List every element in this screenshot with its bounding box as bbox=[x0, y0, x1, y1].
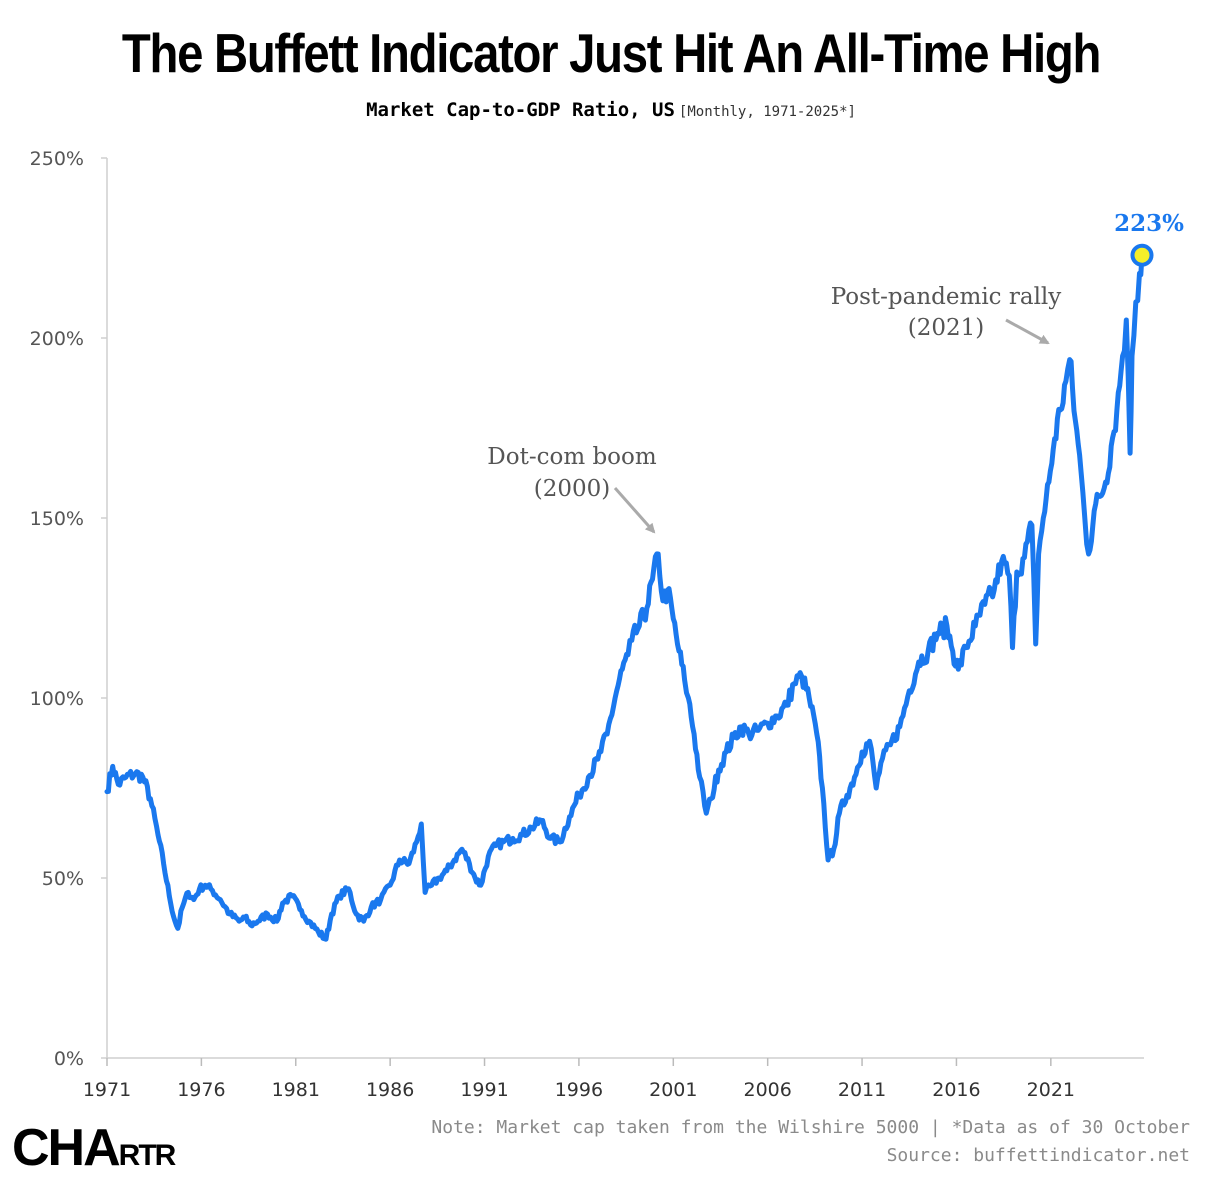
annotation-year: (2021) bbox=[908, 315, 984, 341]
source-text: Source: buffettindicator.net bbox=[886, 1145, 1190, 1166]
x-tick-label: 1991 bbox=[460, 1079, 508, 1101]
subtitle-main: Market Cap-to-GDP Ratio, US bbox=[366, 99, 675, 121]
series-line bbox=[104, 252, 1145, 942]
latest-value-marker bbox=[1130, 243, 1154, 267]
chart-title: The Buffett Indicator Just Hit An All-Ti… bbox=[121, 22, 1102, 84]
logo-text-small: RTR bbox=[118, 1139, 177, 1172]
note-text: Note: Market cap taken from the Wilshire… bbox=[431, 1117, 1190, 1138]
x-tick-label: 2021 bbox=[1027, 1079, 1075, 1101]
x-tick-label: 2006 bbox=[743, 1079, 791, 1101]
annotation-arrow bbox=[613, 487, 656, 534]
x-tick-label: 2001 bbox=[649, 1079, 697, 1101]
y-tick-label: 150% bbox=[30, 508, 84, 530]
annotation-layer: Dot-com boom (2000) Post-pandemic rally (20… bbox=[487, 284, 1062, 534]
y-tick-label: 250% bbox=[30, 148, 84, 170]
x-tick-label: 2011 bbox=[838, 1079, 886, 1101]
subtitle-range: [Monthly, 1971-2025*] bbox=[678, 104, 856, 120]
annotation-label: Post-pandemic rally bbox=[831, 284, 1062, 310]
x-tick-label: 1996 bbox=[555, 1079, 603, 1101]
chartr-logo: CHARTR bbox=[12, 1119, 177, 1177]
x-tick-label: 1981 bbox=[272, 1079, 320, 1101]
y-tick-label: 200% bbox=[30, 328, 84, 350]
y-tick-label: 50% bbox=[42, 868, 84, 890]
y-axis: 0% 50% 100% 150% 200% 250% bbox=[30, 148, 108, 1070]
y-tick-label: 100% bbox=[30, 688, 84, 710]
logo-text-large: CHA bbox=[12, 1119, 121, 1177]
chart-subtitle: Market Cap-to-GDP Ratio, US [Monthly, 19… bbox=[0, 101, 1222, 120]
latest-value-label: 223% bbox=[1114, 210, 1184, 237]
x-tick-label: 2016 bbox=[932, 1079, 980, 1101]
y-tick-label: 0% bbox=[54, 1048, 84, 1070]
x-axis: 1971 1976 1981 1986 1991 1996 2001 2006 2011 2016… bbox=[83, 1057, 1144, 1101]
series-layer: 223% bbox=[104, 210, 1184, 942]
x-tick-label: 1986 bbox=[366, 1079, 414, 1101]
annotation-year: (2000) bbox=[534, 476, 610, 502]
annotation-arrow bbox=[1005, 318, 1050, 345]
annotation-label: Dot-com boom bbox=[487, 444, 657, 470]
x-tick-label: 1971 bbox=[83, 1079, 131, 1101]
x-tick-label: 1976 bbox=[177, 1079, 225, 1101]
